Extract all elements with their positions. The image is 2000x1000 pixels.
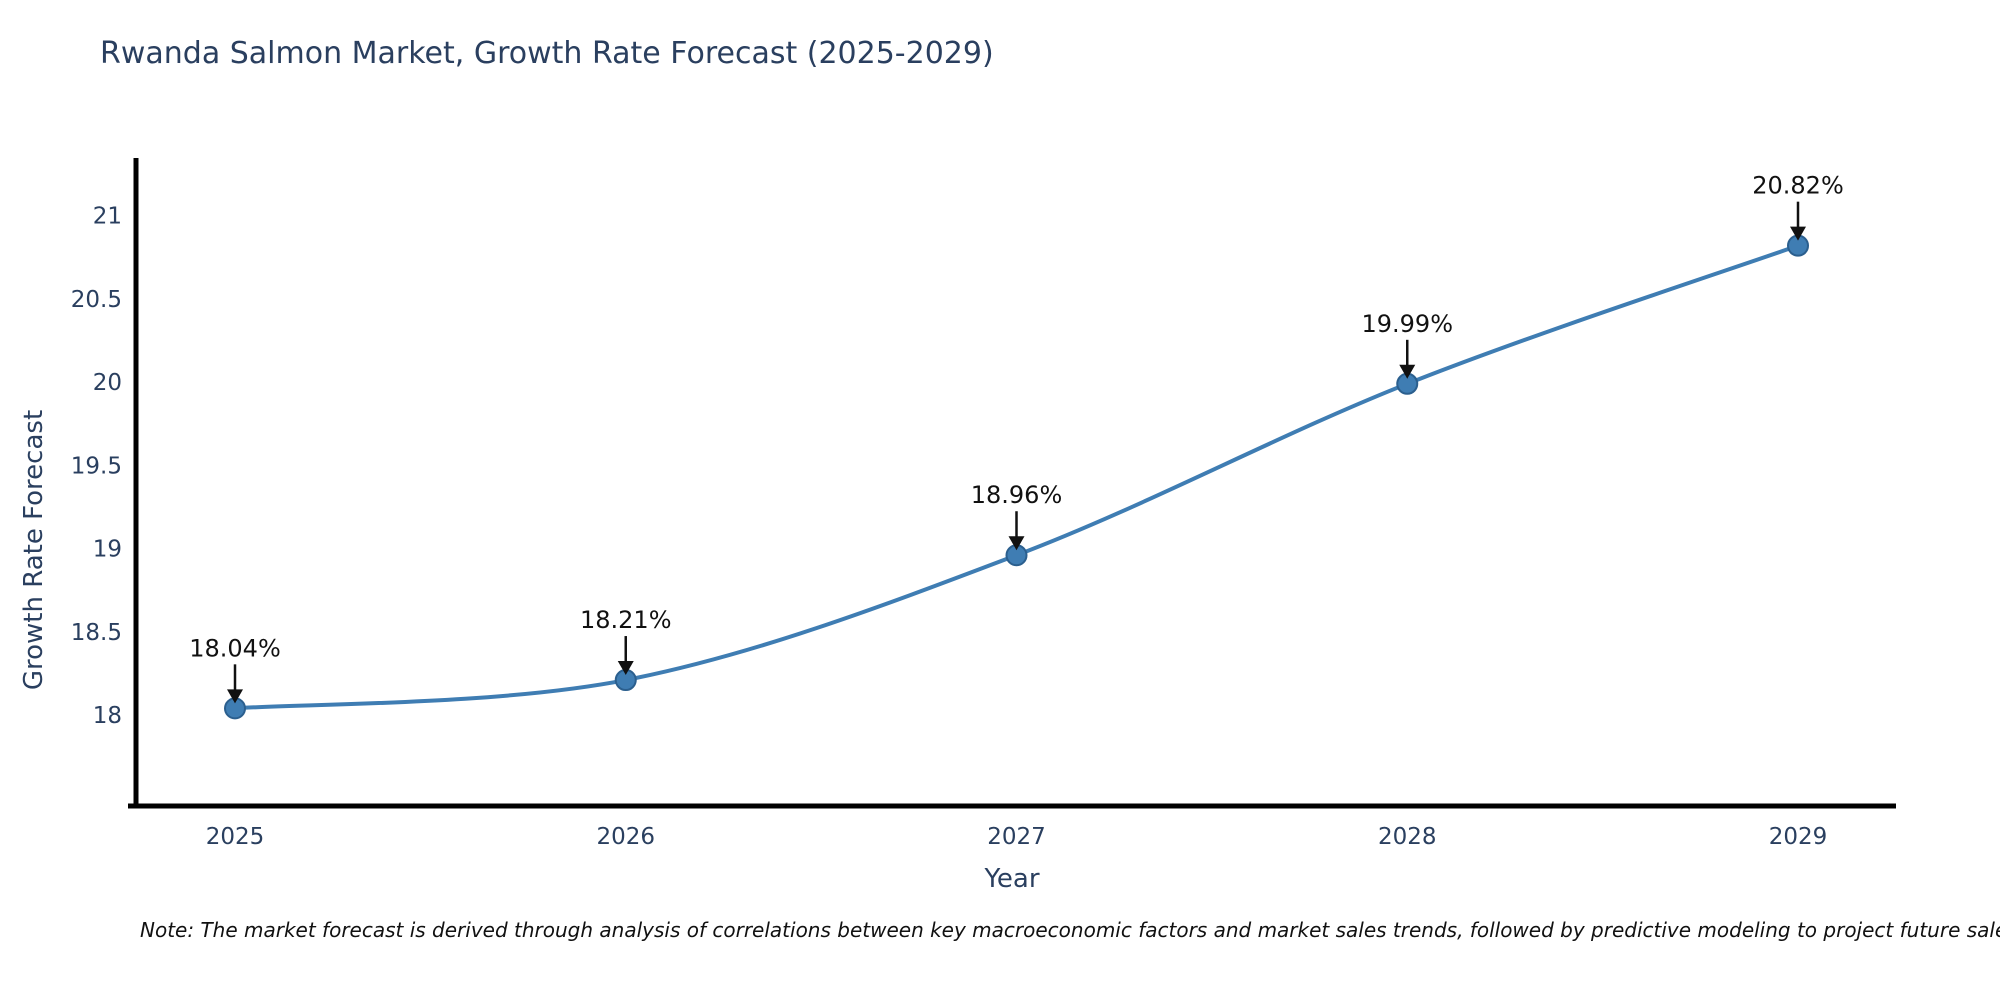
y-tick-label: 20.5: [71, 287, 122, 313]
y-tick-label: 18.5: [71, 620, 122, 646]
annotation-arrowhead: [1790, 226, 1806, 241]
x-tick-label: 2025: [206, 824, 265, 850]
annotation-arrowhead: [227, 689, 243, 704]
y-tick-label: 19: [93, 537, 122, 563]
forecast-line: [233, 243, 1800, 711]
x-tick-label: 2029: [1769, 824, 1828, 850]
y-tick-label: 19.5: [71, 453, 122, 479]
annotation-arrowhead: [1008, 536, 1025, 551]
data-point-label: 18.21%: [580, 606, 672, 634]
annotation-arrowhead: [1399, 364, 1416, 379]
y-tick-label: 20: [93, 370, 122, 396]
data-point-label: 19.99%: [1361, 310, 1453, 338]
x-tick-label: 2027: [987, 824, 1046, 850]
data-point-label: 20.82%: [1752, 172, 1844, 200]
data-point-label: 18.04%: [189, 634, 281, 662]
x-tick-label: 2028: [1378, 824, 1437, 850]
footnote: Note: The market forecast is derived thr…: [140, 918, 2000, 942]
x-axis-title: Year: [984, 864, 1040, 894]
data-point-label: 18.96%: [971, 481, 1063, 509]
chart-title: Rwanda Salmon Market, Growth Rate Foreca…: [100, 36, 994, 71]
annotation-arrowhead: [617, 661, 634, 676]
x-tick-label: 2026: [596, 824, 655, 850]
y-tick-label: 21: [93, 204, 122, 230]
y-tick-label: 18: [93, 703, 122, 729]
